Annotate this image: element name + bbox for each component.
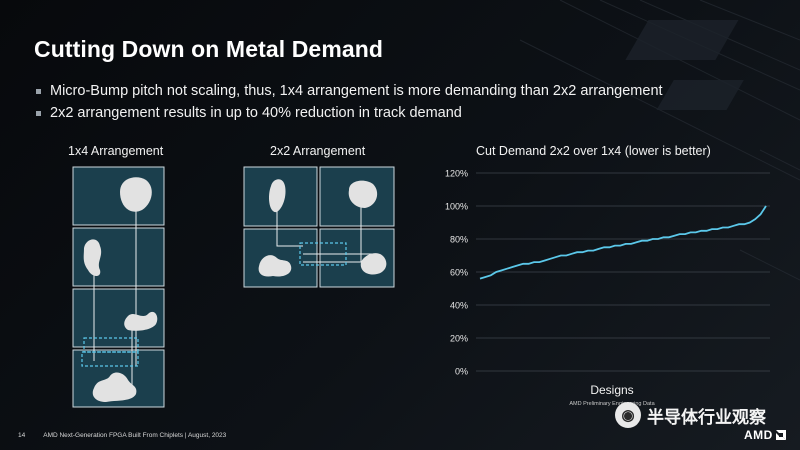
y-tick-label: 20% xyxy=(450,334,468,344)
logo-text: AMD xyxy=(744,428,773,442)
bullet-item: 2x2 arrangement results in up to 40% red… xyxy=(34,102,663,124)
die-bottom-left xyxy=(243,228,318,288)
chart-y-ticks: 0% 20% 40% 60% 80% 100% 120% xyxy=(445,169,468,377)
bump-blobs xyxy=(258,179,387,277)
watermark-note: AMD Preliminary Engineering Data xyxy=(569,401,655,407)
chart-title: Cut Demand 2x2 over 1x4 (lower is better… xyxy=(476,144,711,158)
diagram-1x4 xyxy=(72,166,165,408)
bump-blobs xyxy=(83,177,158,402)
y-tick-label: 40% xyxy=(450,301,468,311)
watermark-text: 半导体行业观察 xyxy=(647,407,766,428)
series-line xyxy=(479,205,767,280)
bullet-text: Micro-Bump pitch not scaling, thus, 1x4 … xyxy=(50,83,663,99)
amd-arrow-icon xyxy=(775,430,786,440)
bullet-marker-icon xyxy=(36,110,41,116)
cut-demand-chart: 0% 20% 40% 60% 80% 100% 120% Designs AMD Preli… xyxy=(445,169,770,407)
amd-logo: AMD xyxy=(744,428,786,442)
page-number: 14 xyxy=(18,432,26,439)
y-tick-label: 60% xyxy=(450,268,468,278)
watermark: ◉ 半导体行业观察 xyxy=(615,402,766,428)
bullet-marker-icon xyxy=(36,88,41,94)
y-tick-label: 80% xyxy=(450,235,468,245)
diagram-2x2-label: 2x2 Arrangement xyxy=(270,144,366,158)
y-tick-label: 0% xyxy=(455,367,468,377)
bullet-text: 2x2 arrangement results in up to 40% red… xyxy=(50,105,462,121)
y-tick-label: 100% xyxy=(445,202,468,212)
bullet-item: Micro-Bump pitch not scaling, thus, 1x4 … xyxy=(34,80,663,102)
wechat-logo-icon: ◉ xyxy=(615,402,641,428)
y-tick-label: 120% xyxy=(445,169,468,179)
diagram-2x2 xyxy=(243,166,395,288)
slide-title: Cutting Down on Metal Demand xyxy=(34,36,384,62)
x-axis-label: Designs xyxy=(590,383,633,397)
chart-grid xyxy=(476,172,770,372)
footer-text: AMD Next-Generation FPGA Built From Chip… xyxy=(43,432,227,439)
footer: 14 AMD Next-Generation FPGA Built From C… xyxy=(18,432,226,439)
bullet-list: Micro-Bump pitch not scaling, thus, 1x4 … xyxy=(34,80,663,124)
diagram-1x4-label: 1x4 Arrangement xyxy=(68,144,164,158)
